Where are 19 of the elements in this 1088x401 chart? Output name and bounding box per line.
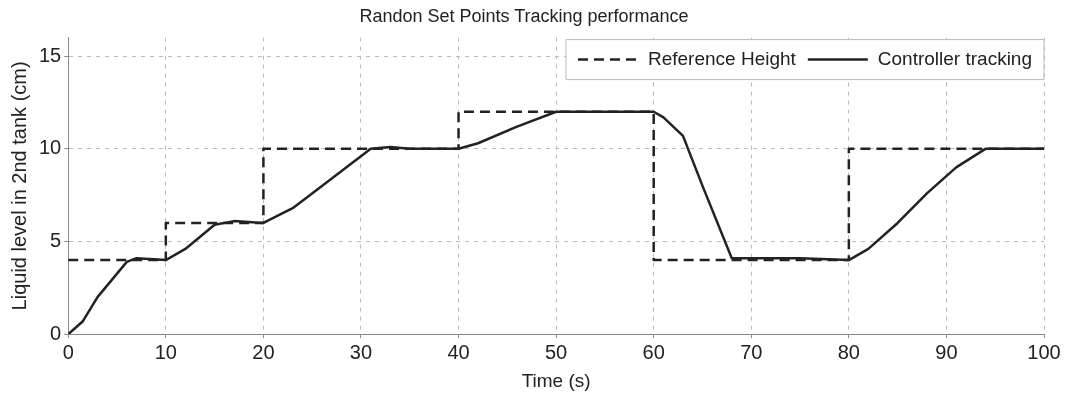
legend-label: Controller tracking [877, 47, 1032, 69]
x-tick-label: 100 [1027, 340, 1061, 363]
y-tick-label: 15 [39, 43, 62, 66]
y-tick-label: 0 [50, 321, 62, 344]
x-axis-title: Time (s) [521, 369, 591, 391]
x-tick-label: 10 [154, 340, 177, 363]
x-tick-label: 90 [935, 340, 958, 363]
x-tick-label: 30 [349, 340, 373, 363]
x-tick-label: 20 [252, 340, 275, 363]
chart-title: Randon Set Points Tracking performance [359, 5, 689, 26]
y-tick-label: 5 [50, 229, 62, 252]
x-tick-label: 70 [740, 340, 763, 363]
x-tick-label: 40 [447, 340, 470, 363]
x-tick-label: 60 [642, 340, 665, 363]
x-tick-label: 80 [837, 340, 860, 363]
y-tick-label: 10 [39, 136, 62, 159]
legend-label: Reference Height [647, 47, 797, 69]
x-tick-label: 50 [545, 340, 568, 363]
y-axis-title: Liquid level in 2nd tank (cm) [7, 61, 30, 311]
